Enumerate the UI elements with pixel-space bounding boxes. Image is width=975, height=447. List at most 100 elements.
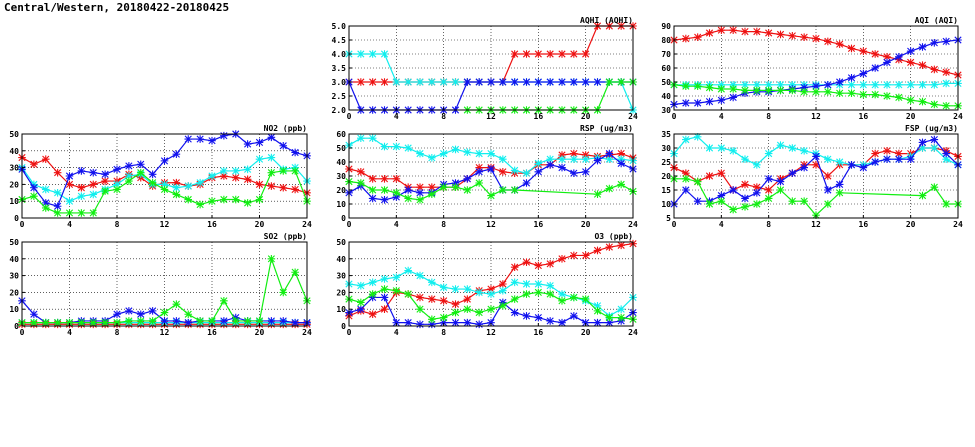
data-point-blue: [291, 148, 299, 157]
data-point-blue: [148, 170, 157, 179]
data-point-green: [451, 183, 460, 191]
data-point-cyan: [593, 302, 602, 310]
data-point-green: [41, 204, 50, 212]
data-point-red: [617, 149, 625, 158]
data-point-green: [847, 89, 856, 97]
chart-title: AQI (AQI): [915, 16, 958, 25]
y-tick-label: 20: [336, 288, 346, 297]
x-tick-label: 24: [302, 220, 312, 229]
data-point-green: [605, 78, 614, 86]
data-point-blue: [255, 138, 264, 147]
data-point-green: [30, 318, 38, 327]
x-tick-label: 24: [302, 328, 312, 337]
data-point-red: [534, 261, 543, 270]
data-point-cyan: [930, 81, 939, 89]
data-point-cyan: [475, 149, 483, 158]
data-point-green: [753, 86, 761, 95]
data-point-blue: [220, 131, 228, 140]
chart-title: FSP (ug/m3): [905, 124, 958, 133]
data-point-red: [593, 246, 602, 255]
data-point-green: [392, 189, 401, 197]
data-point-green: [895, 93, 903, 102]
y-tick-label: 90: [661, 22, 671, 31]
data-point-cyan: [428, 278, 436, 287]
y-tick-label: 70: [661, 50, 671, 59]
data-point-blue: [883, 58, 891, 67]
chart-title: SO2 (ppb): [264, 232, 307, 241]
data-point-blue: [172, 150, 181, 158]
data-point-blue: [942, 149, 950, 158]
data-point-cyan: [942, 155, 950, 163]
data-point-cyan: [392, 78, 401, 86]
y-tick-label: 4.5: [332, 36, 347, 45]
data-point-blue: [30, 310, 38, 319]
data-point-red: [753, 27, 761, 36]
data-point-red: [871, 149, 879, 158]
data-point-red: [546, 260, 554, 268]
data-point-blue: [581, 318, 590, 327]
data-point-green: [741, 86, 749, 95]
y-tick-label: 10: [9, 305, 19, 314]
data-point-blue: [776, 177, 785, 186]
data-point-blue: [729, 93, 737, 102]
data-point-blue: [148, 307, 157, 315]
data-point-blue: [184, 318, 193, 327]
data-point-blue: [682, 186, 690, 194]
y-tick-label: 20: [9, 288, 19, 297]
data-point-blue: [380, 196, 389, 204]
y-tick-label: 4.0: [332, 50, 347, 59]
data-point-blue: [906, 47, 915, 55]
data-point-green: [475, 308, 483, 317]
data-point-blue: [705, 97, 714, 106]
data-point-red: [89, 180, 98, 189]
data-point-blue: [416, 189, 424, 197]
data-point-blue: [30, 183, 38, 192]
data-point-green: [729, 205, 737, 214]
x-tick-label: 12: [811, 220, 821, 229]
data-point-cyan: [499, 286, 507, 295]
data-point-red: [499, 168, 507, 176]
data-point-cyan: [906, 81, 915, 89]
data-point-red: [581, 50, 590, 58]
data-point-green: [824, 200, 832, 208]
data-point-cyan: [871, 81, 879, 89]
data-point-red: [693, 33, 702, 41]
y-tick-label: 0: [14, 214, 19, 223]
data-point-blue: [930, 39, 939, 47]
data-point-green: [693, 82, 702, 90]
data-point-blue: [101, 170, 109, 179]
data-point-cyan: [942, 79, 950, 88]
x-tick-label: 20: [581, 328, 591, 337]
data-point-green: [764, 86, 773, 95]
data-point-red: [859, 47, 868, 55]
data-point-cyan: [463, 148, 472, 156]
data-point-cyan: [89, 190, 98, 199]
data-point-blue: [416, 320, 424, 329]
data-point-red: [475, 163, 483, 172]
data-point-cyan: [741, 81, 749, 89]
data-point-cyan: [439, 283, 448, 292]
data-point-red: [291, 185, 299, 194]
data-point-blue: [487, 165, 495, 173]
data-point-blue: [729, 186, 737, 194]
data-point-red: [824, 37, 832, 46]
data-point-green: [65, 318, 74, 327]
data-point-cyan: [53, 189, 62, 197]
data-point-green: [812, 88, 820, 96]
y-tick-label: 40: [661, 92, 671, 101]
chart-title: O3 (ppb): [594, 232, 633, 241]
data-point-green: [682, 82, 690, 90]
data-point-green: [705, 200, 714, 208]
data-point-blue: [510, 78, 519, 86]
x-tick-label: 0: [672, 220, 677, 229]
data-point-blue: [824, 81, 832, 89]
data-point-blue: [693, 197, 702, 205]
x-tick-label: 24: [628, 112, 638, 121]
data-point-blue: [522, 312, 531, 320]
data-point-blue: [89, 168, 98, 177]
data-point-cyan: [800, 147, 808, 155]
data-point-cyan: [764, 81, 773, 89]
data-point-blue: [871, 64, 879, 72]
data-point-blue: [741, 194, 749, 203]
